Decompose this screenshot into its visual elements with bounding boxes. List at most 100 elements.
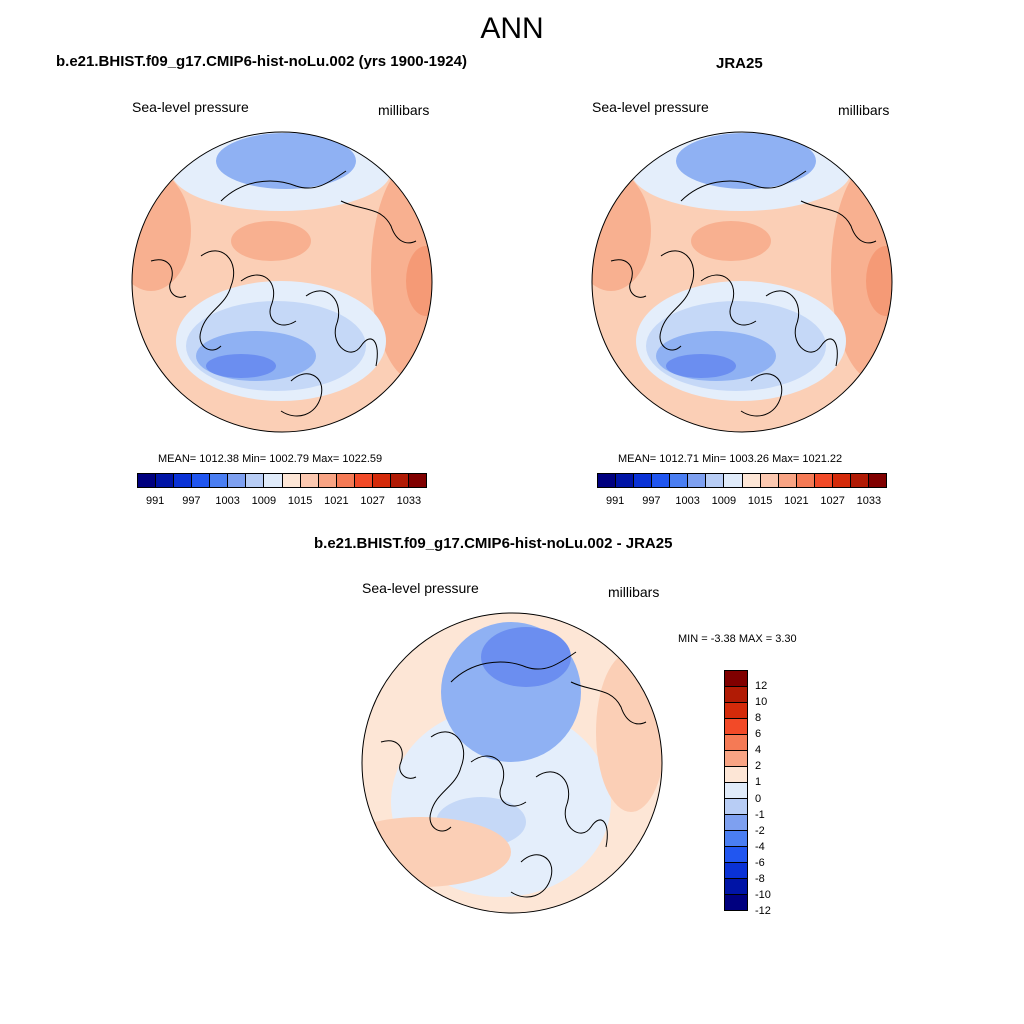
- colorbar-swatch: [652, 474, 671, 487]
- high-pressure-region: [691, 221, 771, 261]
- coastline: [700, 274, 757, 326]
- low-pressure-region: [666, 354, 736, 378]
- colorbar-tick-label: 1003: [675, 495, 700, 507]
- colorbar-tick-label: 1033: [856, 495, 882, 507]
- diff-units-label: millibars: [608, 584, 660, 600]
- colorbar-swatch: [868, 474, 886, 487]
- coastline: [220, 170, 347, 202]
- colorbar-tick-label: 1: [755, 776, 762, 789]
- colorbar-tick-label: 8: [755, 712, 762, 725]
- high-pressure-region: [596, 652, 662, 812]
- coastline: [305, 290, 378, 367]
- colorbar-tick-label: 1009: [251, 495, 277, 507]
- colorbar-swatch: [725, 687, 747, 703]
- colorbar-swatch: [598, 474, 617, 487]
- colorbar-swatch: [634, 474, 653, 487]
- map-outline: [361, 612, 663, 914]
- coastline: [470, 755, 527, 807]
- colorbar-swatch: [725, 847, 747, 863]
- colorbar-tick-label: 1015: [287, 495, 313, 507]
- colorbar-tick-label: 1027: [360, 495, 385, 507]
- colorbar-tick-label: 2: [755, 760, 762, 773]
- colorbar-swatch: [814, 474, 833, 487]
- colorbar-swatch: [725, 783, 747, 799]
- diff-polar-map: [361, 612, 663, 914]
- colorbar-swatch: [725, 671, 747, 687]
- high-pressure-region: [406, 246, 432, 316]
- colorbar-swatch: [796, 474, 815, 487]
- colorbar-tick-label: 1021: [324, 495, 349, 507]
- colorbar-swatch: [725, 719, 747, 735]
- colorbar-tick-label: 6: [755, 728, 762, 741]
- colorbar-swatch: [725, 815, 747, 831]
- colorbar-swatch: [725, 831, 747, 847]
- coastline: [429, 731, 465, 832]
- obs-panel-title: JRA25: [716, 55, 763, 72]
- coastline: [680, 170, 807, 202]
- colorbar-swatch: [174, 474, 193, 487]
- low-pressure-region: [206, 354, 276, 378]
- colorbar-tick-label: -2: [755, 824, 765, 837]
- obs-variable-label: Sea-level pressure: [592, 99, 709, 115]
- low-pressure-region: [481, 627, 571, 687]
- colorbar-tick-label: -6: [755, 856, 765, 869]
- map-outline: [591, 131, 893, 433]
- high-pressure-region: [866, 246, 892, 316]
- colorbar-swatch: [725, 703, 747, 719]
- model-polar-map: [131, 131, 433, 433]
- obs-stats: MEAN= 1012.71 Min= 1003.26 Max= 1021.22: [618, 453, 843, 465]
- model-stats: MEAN= 1012.38 Min= 1002.79 Max= 1022.59: [158, 453, 383, 465]
- coastline: [199, 250, 235, 351]
- coastline: [740, 373, 783, 417]
- colorbar-tick-label: -12: [755, 905, 771, 917]
- colorbar-swatch: [264, 474, 283, 487]
- colorbar-swatch: [850, 474, 869, 487]
- colorbar-tick-label: 991: [145, 495, 165, 507]
- colorbar-swatch: [688, 474, 707, 487]
- coastline: [765, 290, 838, 367]
- colorbar-tick-label: -8: [755, 872, 765, 885]
- coastline: [610, 259, 647, 298]
- low-pressure-region: [676, 133, 816, 189]
- colorbar-tick-label: 1033: [396, 495, 422, 507]
- colorbar-swatch: [778, 474, 797, 487]
- high-pressure-region: [362, 817, 511, 887]
- obs-polar-map: [591, 131, 893, 433]
- colorbar-swatch: [832, 474, 851, 487]
- model-panel-title: b.e21.BHIST.f09_g17.CMIP6-hist-noLu.002 …: [56, 53, 467, 70]
- colorbar-swatch: [725, 895, 747, 910]
- high-pressure-region: [231, 221, 311, 261]
- coastline: [280, 373, 323, 417]
- colorbar-swatch: [336, 474, 355, 487]
- colorbar-swatch: [725, 879, 747, 895]
- map-outline: [131, 131, 433, 433]
- coastline: [800, 200, 877, 244]
- colorbar-swatch: [725, 735, 747, 751]
- colorbar-swatch: [725, 799, 747, 815]
- coastline: [535, 771, 608, 848]
- colorbar-swatch: [372, 474, 391, 487]
- colorbar-tick-label: 997: [182, 495, 201, 507]
- colorbar-swatch: [300, 474, 319, 487]
- colorbar-swatch: [725, 863, 747, 879]
- model-colorbar: [137, 473, 427, 488]
- colorbar-swatch: [192, 474, 211, 487]
- model-units-label: millibars: [378, 102, 430, 118]
- colorbar-tick-label: 1027: [820, 495, 845, 507]
- diff-stats: MIN = -3.38 MAX = 3.30: [678, 633, 797, 645]
- figure-title: ANN: [480, 12, 544, 45]
- colorbar-tick-label: 1003: [215, 495, 240, 507]
- colorbar-tick-label: 991: [605, 495, 625, 507]
- coastline: [340, 200, 417, 244]
- colorbar-swatch: [354, 474, 373, 487]
- colorbar-swatch: [725, 767, 747, 783]
- colorbar-tick-label: -10: [755, 888, 771, 901]
- colorbar-tick-label: 1021: [784, 495, 809, 507]
- colorbar-tick-label: 1015: [747, 495, 773, 507]
- colorbar-tick-label: 997: [642, 495, 661, 507]
- colorbar-swatch: [210, 474, 229, 487]
- colorbar-swatch: [616, 474, 635, 487]
- colorbar-tick-label: 1009: [711, 495, 737, 507]
- diff-panel-title: b.e21.BHIST.f09_g17.CMIP6-hist-noLu.002 …: [314, 535, 673, 552]
- colorbar-tick-label: -1: [755, 808, 765, 821]
